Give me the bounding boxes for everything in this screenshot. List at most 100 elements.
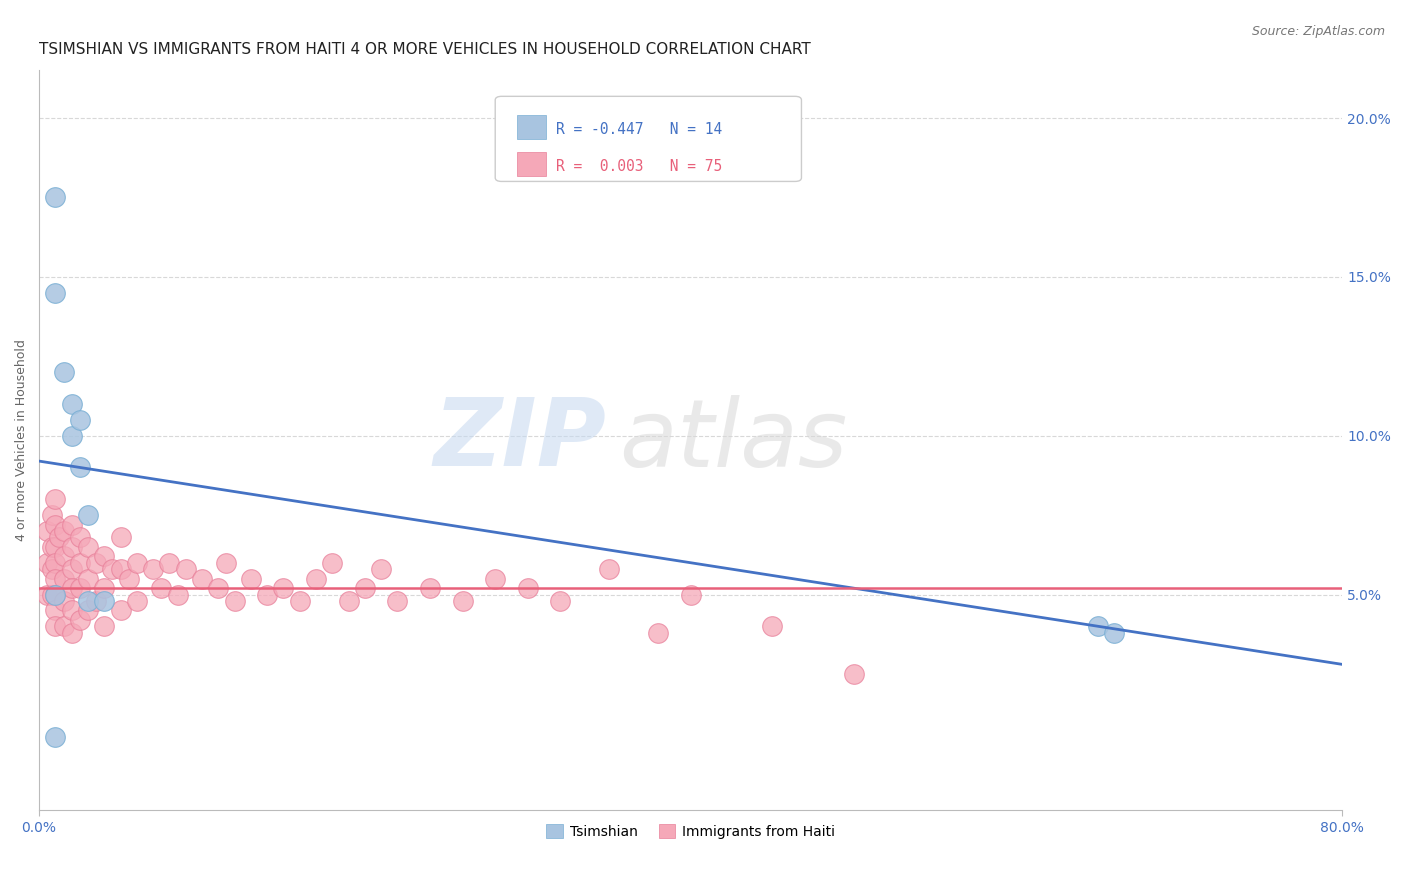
Point <box>647 625 669 640</box>
Point <box>44 540 66 554</box>
Point <box>305 572 328 586</box>
Point <box>419 581 441 595</box>
Point <box>451 594 474 608</box>
Point <box>77 594 100 608</box>
Point <box>44 517 66 532</box>
Point <box>44 492 66 507</box>
Point <box>370 562 392 576</box>
Point <box>44 285 66 300</box>
Point <box>52 365 75 379</box>
Point <box>37 556 59 570</box>
Point <box>60 540 83 554</box>
Point <box>44 556 66 570</box>
Point <box>159 556 181 570</box>
FancyBboxPatch shape <box>495 96 801 181</box>
Point <box>1102 625 1125 640</box>
Point <box>77 603 100 617</box>
Point <box>44 587 66 601</box>
Point <box>761 619 783 633</box>
Point <box>41 587 63 601</box>
Point <box>60 562 83 576</box>
Point <box>77 572 100 586</box>
Point <box>44 619 66 633</box>
Point <box>256 587 278 601</box>
Point <box>191 572 214 586</box>
Point <box>484 572 506 586</box>
Point <box>52 524 75 538</box>
Point <box>166 587 188 601</box>
Point <box>60 603 83 617</box>
Point <box>52 549 75 564</box>
Point <box>69 530 91 544</box>
Point <box>69 556 91 570</box>
Y-axis label: 4 or more Vehicles in Household: 4 or more Vehicles in Household <box>15 340 28 541</box>
Point <box>93 581 115 595</box>
Point <box>321 556 343 570</box>
Point <box>44 572 66 586</box>
FancyBboxPatch shape <box>517 115 546 139</box>
Point <box>142 562 165 576</box>
Point <box>354 581 377 595</box>
Point <box>118 572 141 586</box>
Point <box>60 397 83 411</box>
Point <box>84 594 107 608</box>
Point <box>41 540 63 554</box>
Point <box>273 581 295 595</box>
Text: TSIMSHIAN VS IMMIGRANTS FROM HAITI 4 OR MORE VEHICLES IN HOUSEHOLD CORRELATION C: TSIMSHIAN VS IMMIGRANTS FROM HAITI 4 OR … <box>39 42 811 57</box>
Text: Source: ZipAtlas.com: Source: ZipAtlas.com <box>1251 25 1385 38</box>
Point <box>679 587 702 601</box>
Point <box>288 594 311 608</box>
Point <box>60 428 83 442</box>
Point <box>387 594 409 608</box>
Point <box>150 581 173 595</box>
Point <box>337 594 360 608</box>
Point <box>125 556 148 570</box>
Point <box>52 572 75 586</box>
Point <box>93 549 115 564</box>
Point <box>215 556 238 570</box>
Point <box>60 581 83 595</box>
FancyBboxPatch shape <box>517 152 546 176</box>
Point <box>77 508 100 522</box>
Point <box>69 413 91 427</box>
Point <box>110 562 132 576</box>
Point <box>516 581 538 595</box>
Point <box>41 562 63 576</box>
Point <box>44 603 66 617</box>
Point <box>44 190 66 204</box>
Point <box>52 619 75 633</box>
Point <box>207 581 229 595</box>
Point <box>1087 619 1109 633</box>
Point <box>174 562 197 576</box>
Point <box>93 619 115 633</box>
Point <box>101 562 124 576</box>
Text: ZIP: ZIP <box>433 394 606 486</box>
Point <box>239 572 262 586</box>
Point <box>125 594 148 608</box>
Point <box>69 460 91 475</box>
Text: atlas: atlas <box>619 395 848 486</box>
Point <box>60 625 83 640</box>
Point <box>60 517 83 532</box>
Point <box>77 540 100 554</box>
Text: R =  0.003   N = 75: R = 0.003 N = 75 <box>557 159 723 174</box>
Point <box>110 603 132 617</box>
Point <box>93 594 115 608</box>
Point <box>110 530 132 544</box>
Point <box>37 587 59 601</box>
Point <box>44 587 66 601</box>
Point <box>550 594 572 608</box>
Point <box>224 594 246 608</box>
Point <box>84 556 107 570</box>
Text: R = -0.447   N = 14: R = -0.447 N = 14 <box>557 122 723 137</box>
Point <box>48 530 70 544</box>
Point <box>37 524 59 538</box>
Point <box>41 508 63 522</box>
Point <box>69 581 91 595</box>
Point <box>842 667 865 681</box>
Point <box>69 613 91 627</box>
Point <box>52 594 75 608</box>
Point <box>598 562 620 576</box>
Legend: Tsimshian, Immigrants from Haiti: Tsimshian, Immigrants from Haiti <box>541 818 841 844</box>
Point <box>44 731 66 745</box>
